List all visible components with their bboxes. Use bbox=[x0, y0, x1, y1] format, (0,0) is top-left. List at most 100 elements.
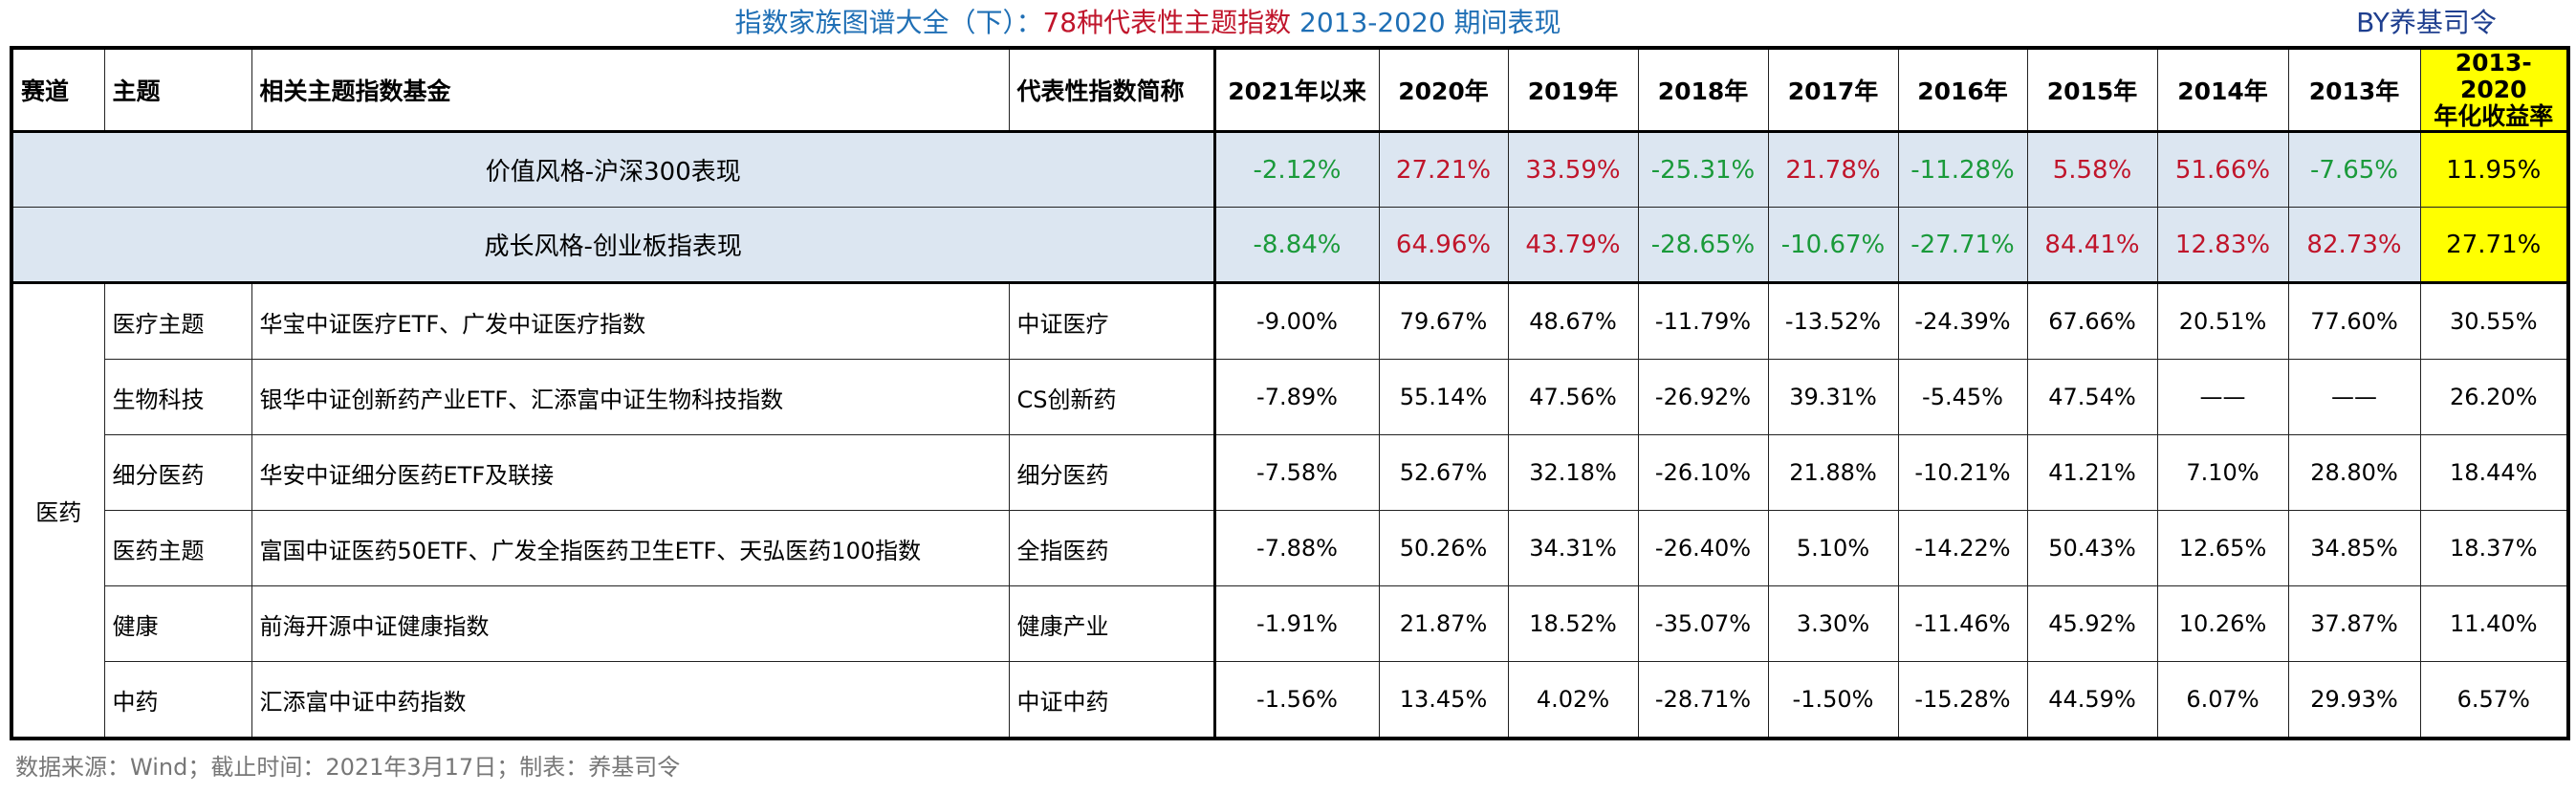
value-cell: -26.10% bbox=[1637, 434, 1769, 511]
value-cell: 55.14% bbox=[1378, 359, 1509, 435]
table-row: 成长风格-创业板指表现 -8.84% 64.96% 43.79% -28.65% -10.… bbox=[11, 207, 2569, 284]
summary-value: 51.66% bbox=[2156, 131, 2289, 208]
value-cell: 44.59% bbox=[2026, 661, 2158, 739]
funds-cell: 富国中证医药50ETF、广发全指医药卫生ETF、天弘医药100指数 bbox=[251, 510, 1010, 586]
value-cell: -7.58% bbox=[1212, 434, 1380, 511]
value-cell: 26.20% bbox=[2419, 359, 2569, 435]
index-cell: 中证医疗 bbox=[1008, 282, 1215, 360]
theme-cell: 健康 bbox=[103, 585, 252, 662]
header-cell: 2014年 bbox=[2156, 47, 2289, 133]
value-cell: 4.02% bbox=[1507, 661, 1639, 739]
summary-label: 价值风格-沪深300表现 bbox=[11, 131, 1215, 208]
table: 赛道 主题 相关主题指数基金 代表性指数简称 2021年以来 2020年 2019年 2018… bbox=[10, 46, 2570, 740]
value-cell: 28.80% bbox=[2287, 434, 2421, 511]
value-cell: 6.07% bbox=[2156, 661, 2289, 739]
value-cell: 18.37% bbox=[2419, 510, 2569, 586]
value-cell: —— bbox=[2156, 359, 2289, 435]
value-cell: -7.88% bbox=[1212, 510, 1380, 586]
value-cell: 34.85% bbox=[2287, 510, 2421, 586]
value-cell: 10.26% bbox=[2156, 585, 2289, 662]
value-cell: -11.46% bbox=[1897, 585, 2028, 662]
value-cell: 3.30% bbox=[1767, 585, 1899, 662]
value-cell: 32.18% bbox=[1507, 434, 1639, 511]
value-cell: -26.92% bbox=[1637, 359, 1769, 435]
value-cell: 6.57% bbox=[2419, 661, 2569, 739]
summary-value: -11.28% bbox=[1897, 131, 2028, 208]
summary-value: 33.59% bbox=[1507, 131, 1639, 208]
sector-cell: 医药 bbox=[11, 282, 105, 739]
value-cell: 79.67% bbox=[1378, 282, 1509, 360]
value-cell: -7.89% bbox=[1212, 359, 1380, 435]
value-cell: 45.92% bbox=[2026, 585, 2158, 662]
table-row: 生物科技 银华中证创新药产业ETF、汇添富中证生物科技指数 CS创新药 -7.89% 5… bbox=[11, 359, 2569, 435]
summary-value: 11.95% bbox=[2419, 131, 2569, 208]
value-cell: -5.45% bbox=[1897, 359, 2028, 435]
theme-cell: 细分医药 bbox=[103, 434, 252, 511]
value-cell: 5.10% bbox=[1767, 510, 1899, 586]
title-highlight: 78种代表性主题指数 bbox=[1042, 7, 1292, 38]
value-cell: -1.56% bbox=[1212, 661, 1380, 739]
summary-value: 43.79% bbox=[1507, 207, 1639, 284]
value-cell: 29.93% bbox=[2287, 661, 2421, 739]
value-cell: -1.91% bbox=[1212, 585, 1380, 662]
summary-value: 12.83% bbox=[2156, 207, 2289, 284]
value-cell: -13.52% bbox=[1767, 282, 1899, 360]
value-cell: -11.79% bbox=[1637, 282, 1769, 360]
value-cell: 20.51% bbox=[2156, 282, 2289, 360]
value-cell: 47.56% bbox=[1507, 359, 1639, 435]
summary-value: 27.71% bbox=[2419, 207, 2569, 284]
value-cell: 47.54% bbox=[2026, 359, 2158, 435]
summary-value: 84.41% bbox=[2026, 207, 2158, 284]
value-cell: 50.43% bbox=[2026, 510, 2158, 586]
value-cell: 41.21% bbox=[2026, 434, 2158, 511]
value-cell: 30.55% bbox=[2419, 282, 2569, 360]
theme-cell: 生物科技 bbox=[103, 359, 252, 435]
header-cell: 2021年以来 bbox=[1212, 47, 1380, 133]
value-cell: 21.88% bbox=[1767, 434, 1899, 511]
header-cell: 2013年 bbox=[2287, 47, 2421, 133]
author: BY养基司令 bbox=[2356, 7, 2497, 38]
value-cell: -9.00% bbox=[1212, 282, 1380, 360]
table-row: 中药 汇添富中证中药指数 中证中药 -1.56% 13.45% 4.02% -28.71% -… bbox=[11, 661, 2569, 739]
funds-cell: 银华中证创新药产业ETF、汇添富中证生物科技指数 bbox=[251, 359, 1010, 435]
value-cell: 7.10% bbox=[2156, 434, 2289, 511]
value-cell: 52.67% bbox=[1378, 434, 1509, 511]
funds-cell: 前海开源中证健康指数 bbox=[251, 585, 1010, 662]
value-cell: 11.40% bbox=[2419, 585, 2569, 662]
value-cell: -1.50% bbox=[1767, 661, 1899, 739]
header-cell: 2015年 bbox=[2026, 47, 2158, 133]
value-cell: 18.44% bbox=[2419, 434, 2569, 511]
summary-value: 21.78% bbox=[1767, 131, 1899, 208]
value-cell: 39.31% bbox=[1767, 359, 1899, 435]
table-row: 细分医药 华安中证细分医药ETF及联接 细分医药 -7.58% 52.67% 32.18%… bbox=[11, 434, 2569, 511]
value-cell: 13.45% bbox=[1378, 661, 1509, 739]
index-cell: 全指医药 bbox=[1008, 510, 1215, 586]
value-cell: -10.21% bbox=[1897, 434, 2028, 511]
value-cell: 37.87% bbox=[2287, 585, 2421, 662]
header-cell: 2017年 bbox=[1767, 47, 1899, 133]
table-row: 医药 医疗主题 华宝中证医疗ETF、广发中证医疗指数 中证医疗 -9.00% 79.67%… bbox=[11, 282, 2569, 739]
value-cell: -14.22% bbox=[1897, 510, 2028, 586]
header-cell: 相关主题指数基金 bbox=[251, 47, 1010, 133]
header-cell: 2013-2020 年化收益率 bbox=[2419, 47, 2569, 133]
summary-value: -2.12% bbox=[1212, 131, 1380, 208]
title-text: 2013-2020 期间表现 bbox=[1291, 7, 1561, 38]
footer: 数据来源：Wind；截止时间：2021年3月17日；制表：养基司令 bbox=[15, 754, 681, 781]
value-cell: 34.31% bbox=[1507, 510, 1639, 586]
index-cell: 细分医药 bbox=[1008, 434, 1215, 511]
value-cell: -24.39% bbox=[1897, 282, 2028, 360]
summary-value: -28.65% bbox=[1637, 207, 1769, 284]
theme-cell: 医疗主题 bbox=[103, 282, 252, 360]
header-cell: 2019年 bbox=[1507, 47, 1639, 133]
theme-cell: 中药 bbox=[103, 661, 252, 739]
theme-cell: 医药主题 bbox=[103, 510, 252, 586]
value-cell: 18.52% bbox=[1507, 585, 1639, 662]
summary-value: 27.21% bbox=[1378, 131, 1509, 208]
header-cell: 2018年 bbox=[1637, 47, 1769, 133]
title-bar: 指数家族图谱大全（下）：78种代表性主题指数 2013-2020 期间表现 BY… bbox=[10, 0, 2566, 46]
value-cell: 77.60% bbox=[2287, 282, 2421, 360]
summary-value: -10.67% bbox=[1767, 207, 1899, 284]
value-cell: -15.28% bbox=[1897, 661, 2028, 739]
header-cell: 2020年 bbox=[1378, 47, 1509, 133]
